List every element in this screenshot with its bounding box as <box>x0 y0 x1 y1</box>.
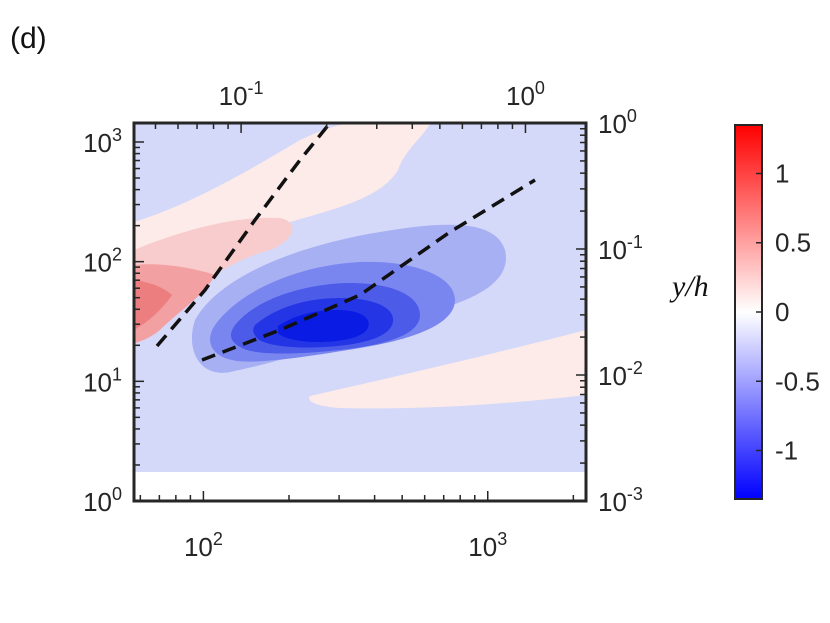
right-axis-tick-labels: 10-3 10-2 10-1 100 <box>598 106 643 517</box>
top-tick-label-0: 10-1 <box>219 78 264 111</box>
panel-label: (d) <box>10 22 47 55</box>
colorbar-tick-label-3: -0.5 <box>775 366 820 396</box>
right-tick-label-2: 10-1 <box>598 232 643 265</box>
minor-ticks <box>134 123 586 501</box>
colorbar-tick-label-4: -1 <box>775 436 798 466</box>
right-tick-label-1: 10-2 <box>598 358 643 391</box>
positive-contour-band-1 <box>134 124 430 330</box>
y-tick-label-3: 103 <box>83 125 122 158</box>
right-tick-label-3: 100 <box>598 106 637 139</box>
y-tick-label-0: 100 <box>83 484 122 517</box>
top-axis-tick-labels: 10-1 100 <box>219 78 545 111</box>
right-tick-label-0: 10-3 <box>598 484 643 517</box>
positive-contour-band-4 <box>134 280 172 330</box>
positive-contour-band-3 <box>134 264 215 343</box>
no-data-strip <box>134 472 586 501</box>
dashed-line-1 <box>155 121 332 348</box>
plot-area <box>132 121 588 503</box>
colorbar-ticks: 1 0.5 0 -0.5 -1 <box>756 158 820 466</box>
positive-contour-band-2 <box>134 217 293 345</box>
y-tick-label-2: 102 <box>83 245 122 278</box>
dashed-line-2 <box>201 178 536 362</box>
top-tick-label-1: 100 <box>506 78 545 111</box>
x-tick-label-0: 102 <box>184 529 223 562</box>
y-tick-label-1: 101 <box>83 364 122 397</box>
colorbar-tick-label-1: 0.5 <box>775 228 811 258</box>
x-tick-label-1: 103 <box>468 529 507 562</box>
positive-contour-band-5 <box>309 330 586 409</box>
y-axis-tick-labels: 100 101 102 103 <box>83 125 122 517</box>
plot-frame <box>132 121 588 503</box>
colorbar-tick-label-2: 0 <box>775 297 789 327</box>
colorbar-tick-label-0: 1 <box>775 158 789 188</box>
x-axis-tick-labels: 102 103 <box>184 529 507 562</box>
right-axis-label: y/h <box>669 270 709 303</box>
negative-contour-band-5 <box>278 310 369 342</box>
